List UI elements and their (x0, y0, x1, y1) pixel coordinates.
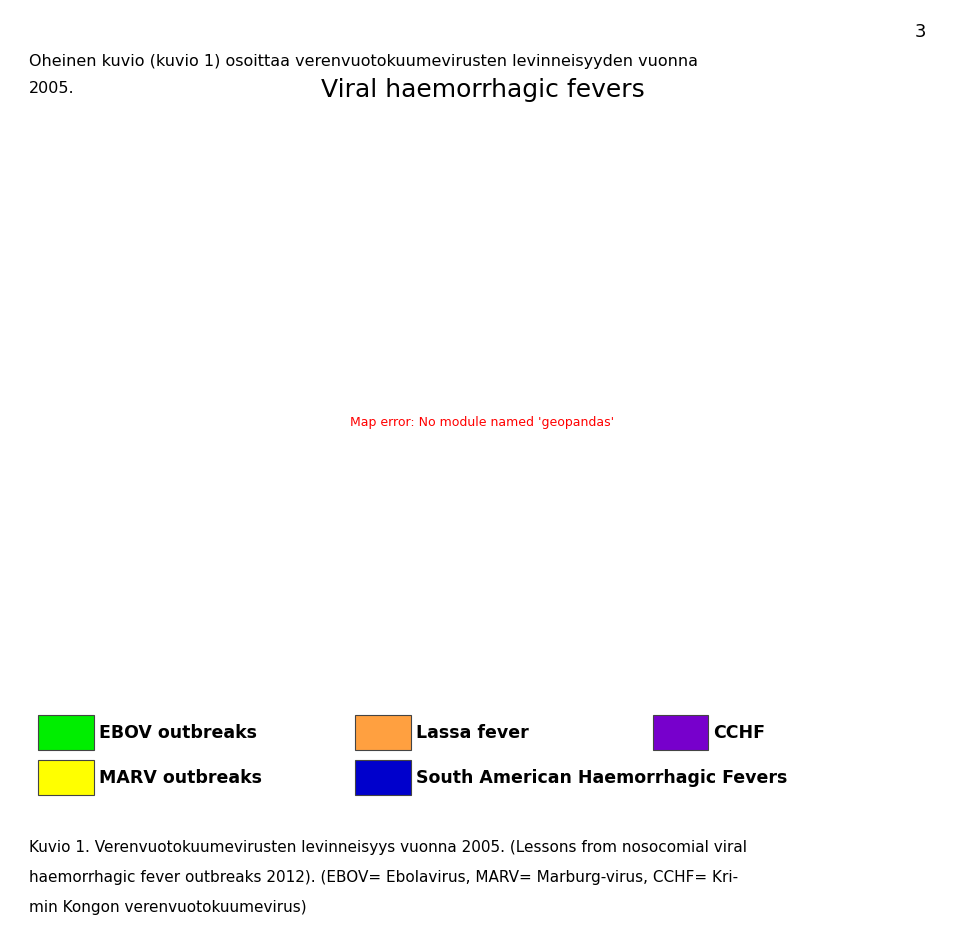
Text: haemorrhagic fever outbreaks 2012). (EBOV= Ebolavirus, MARV= Marburg-virus, CCHF: haemorrhagic fever outbreaks 2012). (EBO… (29, 870, 738, 885)
Text: Lassa fever: Lassa fever (416, 723, 528, 742)
Text: 2005.: 2005. (29, 81, 75, 96)
Text: EBOV outbreaks: EBOV outbreaks (99, 723, 257, 742)
Text: Oheinen kuvio (kuvio 1) osoittaa verenvuotokuumevirusten levinneisyyden vuonna: Oheinen kuvio (kuvio 1) osoittaa verenvu… (29, 54, 698, 69)
Text: CCHF: CCHF (713, 723, 765, 742)
Text: min Kongon verenvuotokuumevirus): min Kongon verenvuotokuumevirus) (29, 900, 306, 915)
Text: 3: 3 (915, 23, 926, 40)
Text: MARV outbreaks: MARV outbreaks (99, 768, 262, 787)
Text: Map error: No module named 'geopandas': Map error: No module named 'geopandas' (350, 416, 614, 429)
Text: Kuvio 1. Verenvuotokuumevirusten levinneisyys vuonna 2005. (Lessons from nosocom: Kuvio 1. Verenvuotokuumevirusten levinne… (29, 840, 747, 855)
Text: South American Haemorrhagic Fevers: South American Haemorrhagic Fevers (416, 768, 787, 787)
Title: Viral haemorrhagic fevers: Viral haemorrhagic fevers (321, 78, 644, 101)
